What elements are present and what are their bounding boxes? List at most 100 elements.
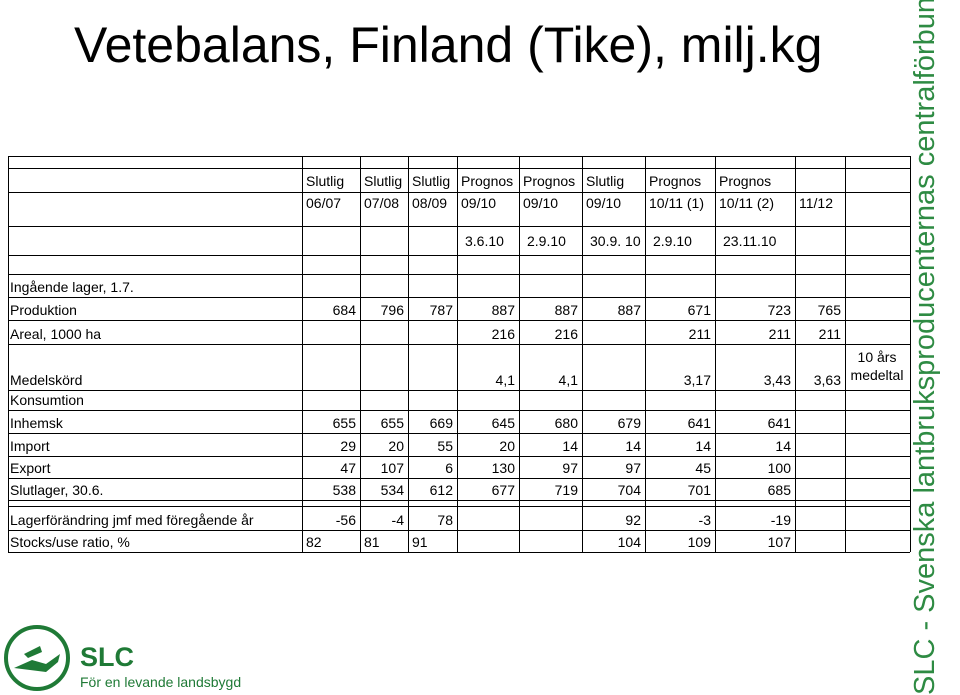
table-cell: -3 [698,512,711,528]
header-status: Prognos [719,173,772,189]
table-cell: 645 [491,415,515,431]
table-cell: 671 [687,302,711,318]
table-cell: 3,43 [763,372,791,388]
table-cell: 677 [491,482,515,498]
table-cell: 100 [767,460,791,476]
header-date: 3.6.10 [465,233,504,249]
table-cell: 701 [687,482,711,498]
header-date: 2.9.10 [653,233,692,249]
row-label: Import [10,438,50,454]
slide-title: Vetebalans, Finland (Tike), milj.kg [74,17,823,73]
row-label: Lagerförändring jmf med föregående år [10,512,254,528]
table-cell: 82 [306,534,322,550]
table-cell: 684 [332,302,356,318]
header-year: 09/10 [586,195,622,211]
header-date: 23.11.10 [723,233,777,249]
table-cell: 680 [554,415,578,431]
table-cell: 109 [687,534,711,550]
row-label: Inhemsk [10,415,63,431]
row-label: Export [10,460,51,476]
table-cell: 6 [445,460,453,476]
table-cell: 92 [625,512,641,528]
table-cell: -4 [391,512,404,528]
table-cell: 107 [767,534,791,550]
table-cell: 78 [437,512,453,528]
table-cell: -19 [770,512,791,528]
table-cell: 211 [818,326,841,342]
table-cell: 4,1 [558,372,578,388]
header-year: 11/12 [799,195,833,211]
header-status: Prognos [649,173,702,189]
header-year: 06/07 [306,195,342,211]
table-cell: 216 [491,326,515,342]
table-cell: 20 [499,438,515,454]
table-cell: 81 [364,534,380,550]
table-cell: 534 [380,482,404,498]
table-cell: 723 [767,302,791,318]
table-cell: 704 [617,482,641,498]
table-cell: 107 [380,460,404,476]
header-year: 07/08 [364,195,400,211]
row-label: Slutlager, 30.6. [10,482,104,498]
table-cell: 887 [617,302,641,318]
table-cell: 787 [429,302,453,318]
table-cell: 97 [625,460,641,476]
table-cell: 655 [380,415,404,431]
table-cell: 538 [332,482,356,498]
table-cell: 612 [429,482,453,498]
table-cell: 55 [437,438,453,454]
ten-year-average-note: 10 års medeltal [850,349,904,383]
table-cell: 719 [554,482,578,498]
table-cell: 796 [380,302,404,318]
table-cell: 211 [688,326,711,342]
header-date: 30.9. 10 [590,233,641,249]
row-label: Medelskörd [10,372,83,388]
table-cell: 669 [429,415,453,431]
header-status: Slutlig [586,173,625,189]
logo-name: SLC [80,642,134,672]
table-cell: 45 [695,460,711,476]
table-cell: 655 [332,415,356,431]
table-cell: 685 [767,482,791,498]
table-cell: -56 [335,512,356,528]
table-cell: 216 [554,326,578,342]
table-cell: 20 [388,438,404,454]
table-cell: 3,17 [683,372,711,388]
row-label: Konsumtion [10,392,84,408]
table-cell: 97 [562,460,578,476]
row-label: Stocks/use ratio, % [10,534,130,550]
header-year: 08/09 [412,195,448,211]
slc-logo-icon [4,625,70,691]
header-year: 10/11 (2) [719,195,774,211]
header-status: Slutlig [412,173,451,189]
table-cell: 4,1 [495,372,515,388]
header-year: 10/11 (1) [649,195,704,211]
header-year: 09/10 [523,195,559,211]
table-cell: 679 [617,415,641,431]
header-status: Prognos [523,173,576,189]
table-cell: 14 [695,438,711,454]
table-cell: 14 [625,438,641,454]
logo-tagline: För en levande landsbygd [80,674,242,690]
row-label: Ingående lager, 1.7. [10,279,134,295]
table-cell: 641 [687,415,711,431]
table-cell: 211 [768,326,791,342]
table-cell: 130 [491,460,515,476]
table-cell: 29 [340,438,356,454]
table-cell: 3,63 [813,372,841,388]
header-status: Prognos [461,173,514,189]
table-cell: 104 [617,534,641,550]
row-label: Areal, 1000 ha [10,326,102,342]
table-cell: 887 [554,302,578,318]
row-label: Produktion [10,302,77,318]
table-cell: 765 [817,302,841,318]
table-cell: 91 [412,534,428,550]
table-cell: 47 [340,460,356,476]
header-year: 09/10 [461,195,497,211]
table-cell: 14 [775,438,791,454]
header-status: Slutlig [364,173,403,189]
table-cell: 641 [767,415,791,431]
header-status: Slutlig [306,173,345,189]
table-cell: 14 [562,438,578,454]
